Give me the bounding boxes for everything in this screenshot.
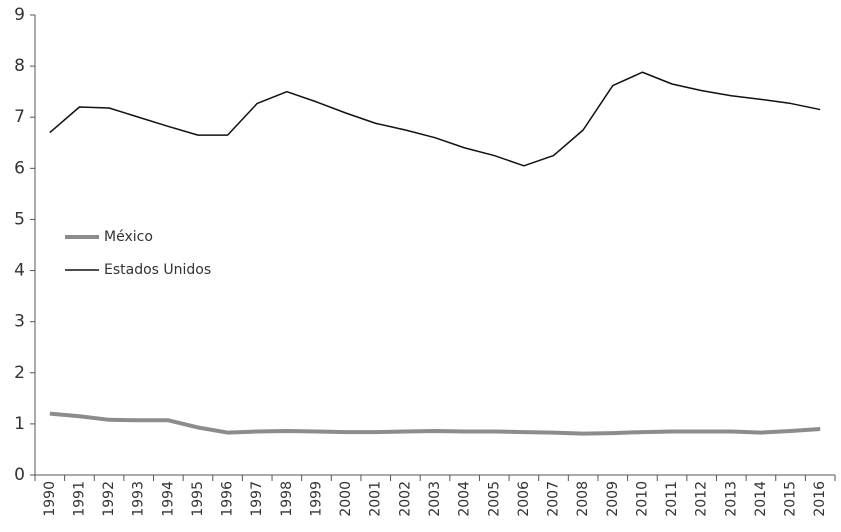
x-tick-label: 2007 bbox=[546, 481, 562, 517]
legend-label: México bbox=[104, 229, 153, 245]
x-tick-label: 1992 bbox=[101, 481, 117, 517]
x-tick-label: 2002 bbox=[397, 481, 413, 517]
x-tick-label: 1996 bbox=[220, 481, 236, 517]
y-tick-label: 6 bbox=[14, 158, 25, 178]
x-tick-label: 1998 bbox=[279, 481, 295, 517]
x-tick-label: 2005 bbox=[486, 481, 502, 517]
x-tick-label: 2000 bbox=[338, 481, 354, 517]
y-tick-label: 4 bbox=[14, 261, 25, 281]
y-tick-label: 8 bbox=[14, 56, 25, 76]
x-tick-label: 1995 bbox=[190, 481, 206, 517]
x-tick-label: 2006 bbox=[516, 481, 532, 517]
y-tick-label: 5 bbox=[14, 209, 25, 229]
x-tick-label: 1991 bbox=[71, 481, 87, 517]
x-tick-label: 2016 bbox=[812, 481, 828, 517]
x-tick-label: 1990 bbox=[42, 481, 58, 517]
x-tick-label: 1993 bbox=[131, 481, 147, 517]
x-tick-label: 2011 bbox=[664, 481, 680, 517]
y-tick-label: 2 bbox=[14, 363, 25, 383]
x-tick-label: 2010 bbox=[634, 481, 650, 517]
x-tick-label: 2012 bbox=[694, 481, 710, 517]
legend-label: Estados Unidos bbox=[104, 262, 211, 278]
x-tick-label: 1994 bbox=[160, 481, 176, 517]
x-tick-label: 2001 bbox=[368, 481, 384, 517]
series-line bbox=[49, 411, 821, 436]
x-tick-label: 1999 bbox=[308, 481, 324, 517]
y-tick-label: 7 bbox=[14, 107, 25, 127]
y-tick-label: 1 bbox=[14, 414, 25, 434]
x-tick-label: 2013 bbox=[723, 481, 739, 517]
x-tick-label: 1997 bbox=[249, 481, 265, 517]
x-tick-label: 2009 bbox=[605, 481, 621, 517]
series-line bbox=[49, 71, 821, 167]
x-tick-label: 2004 bbox=[457, 481, 473, 517]
x-tick-label: 2003 bbox=[427, 481, 443, 517]
x-tick-label: 2014 bbox=[753, 481, 769, 517]
y-tick-label: 0 bbox=[14, 465, 25, 485]
x-tick-label: 2015 bbox=[783, 481, 799, 517]
y-tick-label: 9 bbox=[14, 5, 25, 25]
x-tick-label: 2008 bbox=[575, 481, 591, 517]
y-tick-label: 3 bbox=[14, 312, 25, 332]
